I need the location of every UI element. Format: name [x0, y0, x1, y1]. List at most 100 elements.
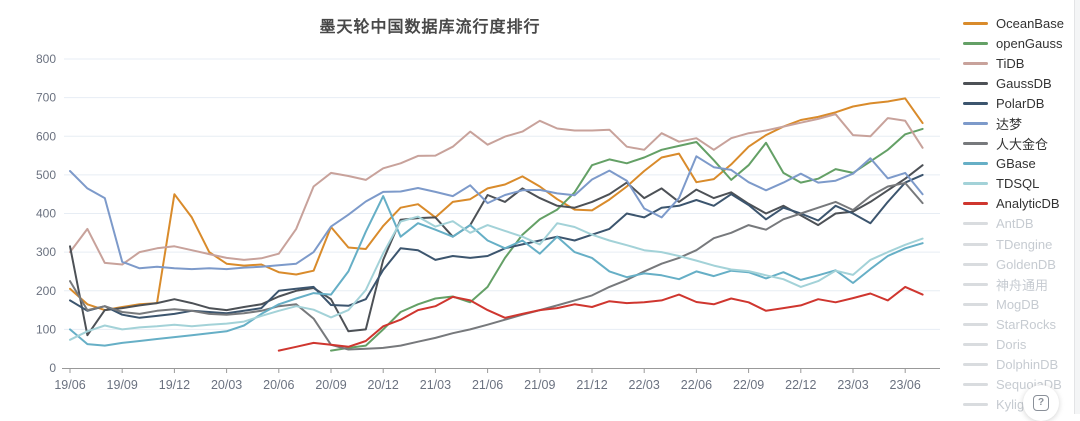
legend-label: StarRocks — [996, 316, 1056, 332]
x-axis-label: 19/09 — [107, 378, 138, 392]
series-line-AnalyticDB — [277, 285, 924, 352]
y-axis-label: 200 — [36, 284, 56, 298]
help-button[interactable]: ? — [1023, 385, 1059, 421]
legend-line-icon — [963, 262, 988, 266]
y-axis-label: 700 — [36, 91, 56, 105]
legend-item-AntDB[interactable]: AntDB — [963, 214, 1075, 234]
x-axis-label: 21/09 — [524, 378, 555, 392]
legend-line-icon — [963, 363, 988, 367]
legend-line-icon — [963, 282, 988, 286]
legend-item-GBase[interactable]: GBase — [963, 154, 1075, 174]
legend-line-icon — [963, 222, 988, 226]
legend-line-icon — [963, 202, 988, 206]
series-line-openGauss — [330, 127, 924, 352]
legend-line-icon — [963, 162, 988, 166]
legend-label: GaussDB — [996, 75, 1052, 91]
legend-label: GBase — [996, 156, 1036, 172]
legend-line-icon — [963, 242, 988, 246]
y-axis-label: 600 — [36, 129, 56, 143]
legend-label: Kylig — [996, 397, 1025, 413]
y-axis-label: 0 — [49, 361, 56, 375]
legend-label: openGauss — [996, 35, 1063, 51]
series-line-人大金仓 — [69, 182, 924, 351]
legend-line-icon — [963, 122, 988, 126]
legend-item-TDengine[interactable]: TDengine — [963, 234, 1075, 254]
legend-item-人大金仓[interactable]: 人大金仓 — [963, 134, 1075, 154]
legend-label: AnalyticDB — [996, 196, 1060, 212]
legend-item-Kylig[interactable]: Kylig — [963, 395, 1075, 415]
x-axis-label: 23/06 — [890, 378, 921, 392]
page-scrollbar[interactable] — [1074, 0, 1080, 414]
legend-line-icon — [963, 302, 988, 306]
y-axis-label: 500 — [36, 168, 56, 182]
legend-item-TiDB[interactable]: TiDB — [963, 53, 1075, 73]
legend-label: AntDB — [996, 216, 1034, 232]
legend-line-icon — [963, 182, 988, 186]
x-axis-label: 19/12 — [159, 378, 190, 392]
series-line-GBase — [69, 195, 924, 347]
x-axis-label: 22/06 — [681, 378, 712, 392]
legend-item-TDSQL[interactable]: TDSQL — [963, 174, 1075, 194]
legend-line-icon — [963, 41, 988, 45]
legend-line-icon — [963, 81, 988, 85]
x-axis-label: 21/12 — [576, 378, 607, 392]
legend-item-GaussDB[interactable]: GaussDB — [963, 73, 1075, 93]
legend-item-Doris[interactable]: Doris — [963, 335, 1075, 355]
legend-label: OceanBase — [996, 15, 1064, 31]
y-axis-label: 800 — [36, 52, 56, 66]
legend-line-icon — [963, 61, 988, 65]
legend-line-icon — [963, 343, 988, 347]
legend-line-icon — [963, 322, 988, 326]
legend-label: 达梦 — [996, 117, 1023, 133]
legend-label: PolarDB — [996, 95, 1045, 111]
legend-item-DolphinDB[interactable]: DolphinDB — [963, 355, 1075, 375]
legend-label: 人大金仓 — [996, 137, 1049, 153]
x-axis-label: 21/06 — [472, 378, 503, 392]
legend-item-MogDB[interactable]: MogDB — [963, 294, 1075, 314]
legend-item-OceanBase[interactable]: OceanBase — [963, 13, 1075, 33]
chart-legend: OceanBase openGauss TiDB GaussDB PolarDB 达梦人大… — [963, 13, 1075, 415]
legend-item-PolarDB[interactable]: PolarDB — [963, 93, 1075, 113]
legend-item-StarRocks[interactable]: StarRocks — [963, 314, 1075, 334]
x-axis-label: 19/06 — [54, 378, 85, 392]
question-icon: ? — [1033, 395, 1049, 411]
series-line-PolarDB — [69, 173, 924, 319]
series-line-OceanBase — [69, 97, 924, 312]
legend-line-icon — [963, 21, 988, 25]
x-axis-label: 22/03 — [629, 378, 660, 392]
legend-label: Doris — [996, 337, 1027, 353]
chart-title: 墨天轮中国数据库流行度排行 — [319, 19, 541, 36]
legend-item-openGauss[interactable]: openGauss — [963, 33, 1075, 53]
x-axis-label: 22/12 — [785, 378, 816, 392]
legend-item-神舟通用[interactable]: 神舟通用 — [963, 274, 1075, 294]
x-axis-label: 23/03 — [837, 378, 868, 392]
legend-label: DolphinDB — [996, 357, 1059, 373]
y-axis-label: 100 — [36, 322, 56, 336]
legend-item-GoldenDB[interactable]: GoldenDB — [963, 254, 1075, 274]
line-chart-plot: 0 100 200 300 400 500 600 700 800 19/06 19/09 19/12… — [36, 52, 940, 392]
x-axis-label: 22/09 — [733, 378, 764, 392]
legend-label: GoldenDB — [996, 256, 1056, 272]
legend-item-达梦[interactable]: 达梦 — [963, 113, 1075, 133]
x-axis-label: 21/03 — [420, 378, 451, 392]
legend-label: TDSQL — [996, 176, 1040, 192]
y-axis-label: 400 — [36, 207, 56, 221]
y-axis-label: 300 — [36, 245, 56, 259]
legend-line-icon — [963, 403, 988, 407]
legend-item-AnalyticDB[interactable]: AnalyticDB — [963, 194, 1075, 214]
legend-label: MogDB — [996, 296, 1040, 312]
x-axis-label: 20/12 — [368, 378, 399, 392]
legend-label: TiDB — [996, 55, 1025, 71]
series-line-GaussDB — [69, 164, 924, 337]
x-axis-label: 20/03 — [211, 378, 242, 392]
x-axis-label: 20/09 — [315, 378, 346, 392]
series-line-达梦 — [69, 155, 924, 271]
legend-item-SequoiaDB[interactable]: SequoiaDB — [963, 375, 1075, 395]
legend-line-icon — [963, 101, 988, 105]
legend-label: 神舟通用 — [996, 277, 1049, 293]
legend-line-icon — [963, 142, 988, 146]
series-line-TiDB — [69, 113, 924, 266]
series-line-TDSQL — [69, 215, 924, 341]
legend-label: TDengine — [996, 236, 1053, 252]
legend-line-icon — [963, 383, 988, 387]
